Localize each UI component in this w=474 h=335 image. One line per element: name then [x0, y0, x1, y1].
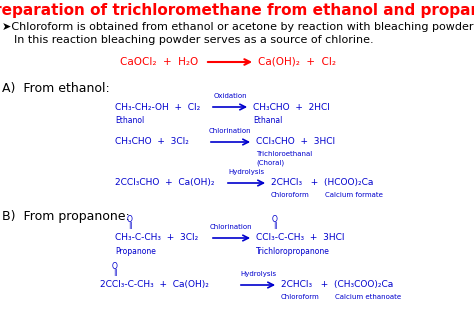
Text: 2CCl₃CHO  +  Ca(OH)₂: 2CCl₃CHO + Ca(OH)₂	[115, 179, 215, 188]
Text: Ca(OH)₂  +  Cl₂: Ca(OH)₂ + Cl₂	[258, 57, 336, 67]
Text: 2CHCl₃   +  (CH₃COO)₂Ca: 2CHCl₃ + (CH₃COO)₂Ca	[281, 280, 393, 289]
Text: Chlorination: Chlorination	[210, 224, 252, 230]
Text: CH₃-C-CH₃  +  3Cl₂: CH₃-C-CH₃ + 3Cl₂	[115, 233, 198, 243]
Text: CCl₃-C-CH₃  +  3HCl: CCl₃-C-CH₃ + 3HCl	[256, 233, 345, 243]
Text: Trichloroethanal: Trichloroethanal	[256, 151, 312, 157]
Text: ‖: ‖	[273, 222, 277, 229]
Text: 2CHCl₃   +  (HCOO)₂Ca: 2CHCl₃ + (HCOO)₂Ca	[271, 179, 374, 188]
Text: Chloroform: Chloroform	[271, 192, 310, 198]
Text: B)  From propanone:: B) From propanone:	[2, 210, 130, 223]
Text: Ethanol: Ethanol	[115, 116, 144, 125]
Text: Oxidation: Oxidation	[213, 93, 247, 99]
Text: ➤Chloroform is obtained from ethanol or acetone by reaction with bleaching powde: ➤Chloroform is obtained from ethanol or …	[2, 22, 474, 32]
Text: CH₃-CH₂-OH  +  Cl₂: CH₃-CH₂-OH + Cl₂	[115, 103, 200, 112]
Text: ‖: ‖	[113, 269, 117, 276]
Text: Chloroform: Chloroform	[281, 294, 320, 300]
Text: Preparation of trichloromethane from ethanol and propano: Preparation of trichloromethane from eth…	[0, 3, 474, 18]
Text: Ethanal: Ethanal	[253, 116, 283, 125]
Text: CH₃CHO  +  2HCl: CH₃CHO + 2HCl	[253, 103, 330, 112]
Text: O: O	[127, 215, 133, 224]
Text: CH₃CHO  +  3Cl₂: CH₃CHO + 3Cl₂	[115, 137, 189, 146]
Text: Trichloropropanone: Trichloropropanone	[256, 247, 330, 256]
Text: Calcium formate: Calcium formate	[325, 192, 383, 198]
Text: O: O	[272, 215, 278, 224]
Text: A)  From ethanol:: A) From ethanol:	[2, 82, 110, 95]
Text: Hydrolysis: Hydrolysis	[228, 169, 264, 175]
Text: Chlorination: Chlorination	[209, 128, 251, 134]
Text: O: O	[112, 262, 118, 271]
Text: CCl₃CHO  +  3HCl: CCl₃CHO + 3HCl	[256, 137, 335, 146]
Text: Hydrolysis: Hydrolysis	[240, 271, 276, 277]
Text: In this reaction bleaching powder serves as a source of chlorine.: In this reaction bleaching powder serves…	[14, 35, 374, 45]
Text: ‖: ‖	[128, 222, 132, 229]
Text: Propanone: Propanone	[115, 247, 156, 256]
Text: (Choral): (Choral)	[256, 160, 284, 166]
Text: Calcium ethanoate: Calcium ethanoate	[335, 294, 401, 300]
Text: 2CCl₃-C-CH₃  +  Ca(OH)₂: 2CCl₃-C-CH₃ + Ca(OH)₂	[100, 280, 209, 289]
Text: CaOCl₂  +  H₂O: CaOCl₂ + H₂O	[120, 57, 198, 67]
